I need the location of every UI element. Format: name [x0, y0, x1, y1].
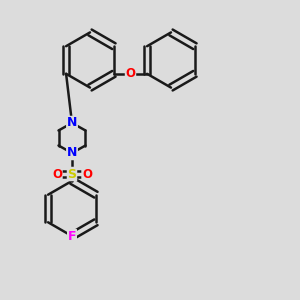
Text: N: N	[67, 116, 77, 130]
Text: O: O	[82, 167, 92, 181]
Text: N: N	[67, 146, 77, 160]
Text: O: O	[52, 167, 62, 181]
Text: S: S	[68, 167, 76, 181]
Text: F: F	[68, 230, 76, 243]
Text: O: O	[125, 67, 136, 80]
